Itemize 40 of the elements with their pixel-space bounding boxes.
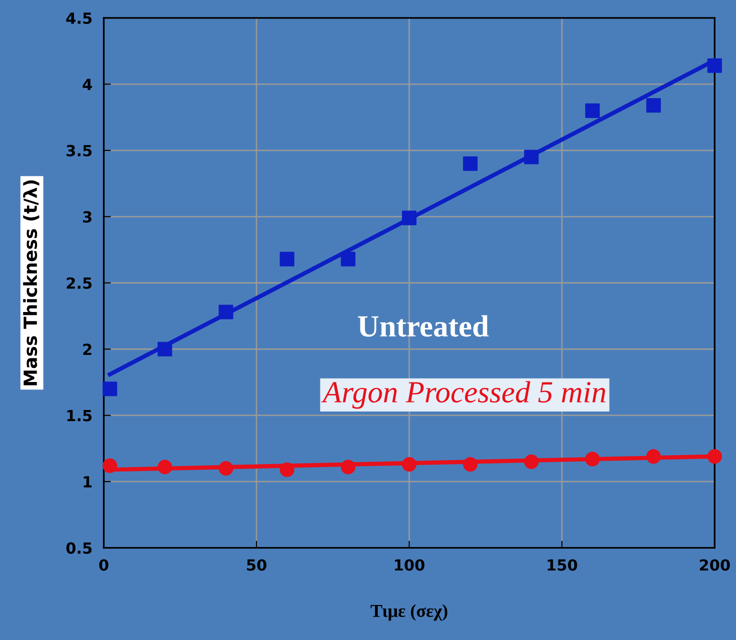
y-tick-label: 1 [84,476,92,488]
point [218,304,234,320]
x-axis-title: Τιμε (σεχ) [370,604,448,621]
point [218,461,234,476]
point [280,252,294,266]
point [463,156,478,171]
point [158,460,172,474]
point [102,382,118,396]
series-label: Argon Processed 5 min [321,381,606,409]
y-tick-label: 1.5 [67,410,92,422]
x-tick-label: 0 [99,559,108,571]
x-tick-label: 200 [700,559,730,571]
y-tick-label: 2 [83,344,92,355]
point [585,103,600,118]
y-tick-label: 3.5 [66,144,92,156]
point [280,462,294,477]
y-tick-label: 0.5 [66,542,92,554]
x-tick-label: 150 [548,559,578,571]
point [463,457,478,472]
point [158,342,172,356]
point [524,150,539,164]
point [402,457,416,472]
y-tick-label: 2.5 [66,277,92,289]
point [646,98,661,113]
y-tick-label: 3 [83,211,92,223]
x-tick-label: 50 [247,559,266,571]
point [585,452,600,466]
point [102,458,118,473]
point [707,449,722,464]
point [340,252,356,266]
y-axis-title: Mass Thickness (t/λ) [23,180,40,386]
point [340,460,356,474]
point [707,58,722,73]
series-label: Untreated [358,315,489,337]
x-tick-label: 100 [394,559,424,571]
point [646,449,661,464]
point [524,454,539,470]
y-tick-label: 4 [82,78,92,90]
y-tick-label: 4.5 [66,12,92,24]
point [402,210,416,226]
